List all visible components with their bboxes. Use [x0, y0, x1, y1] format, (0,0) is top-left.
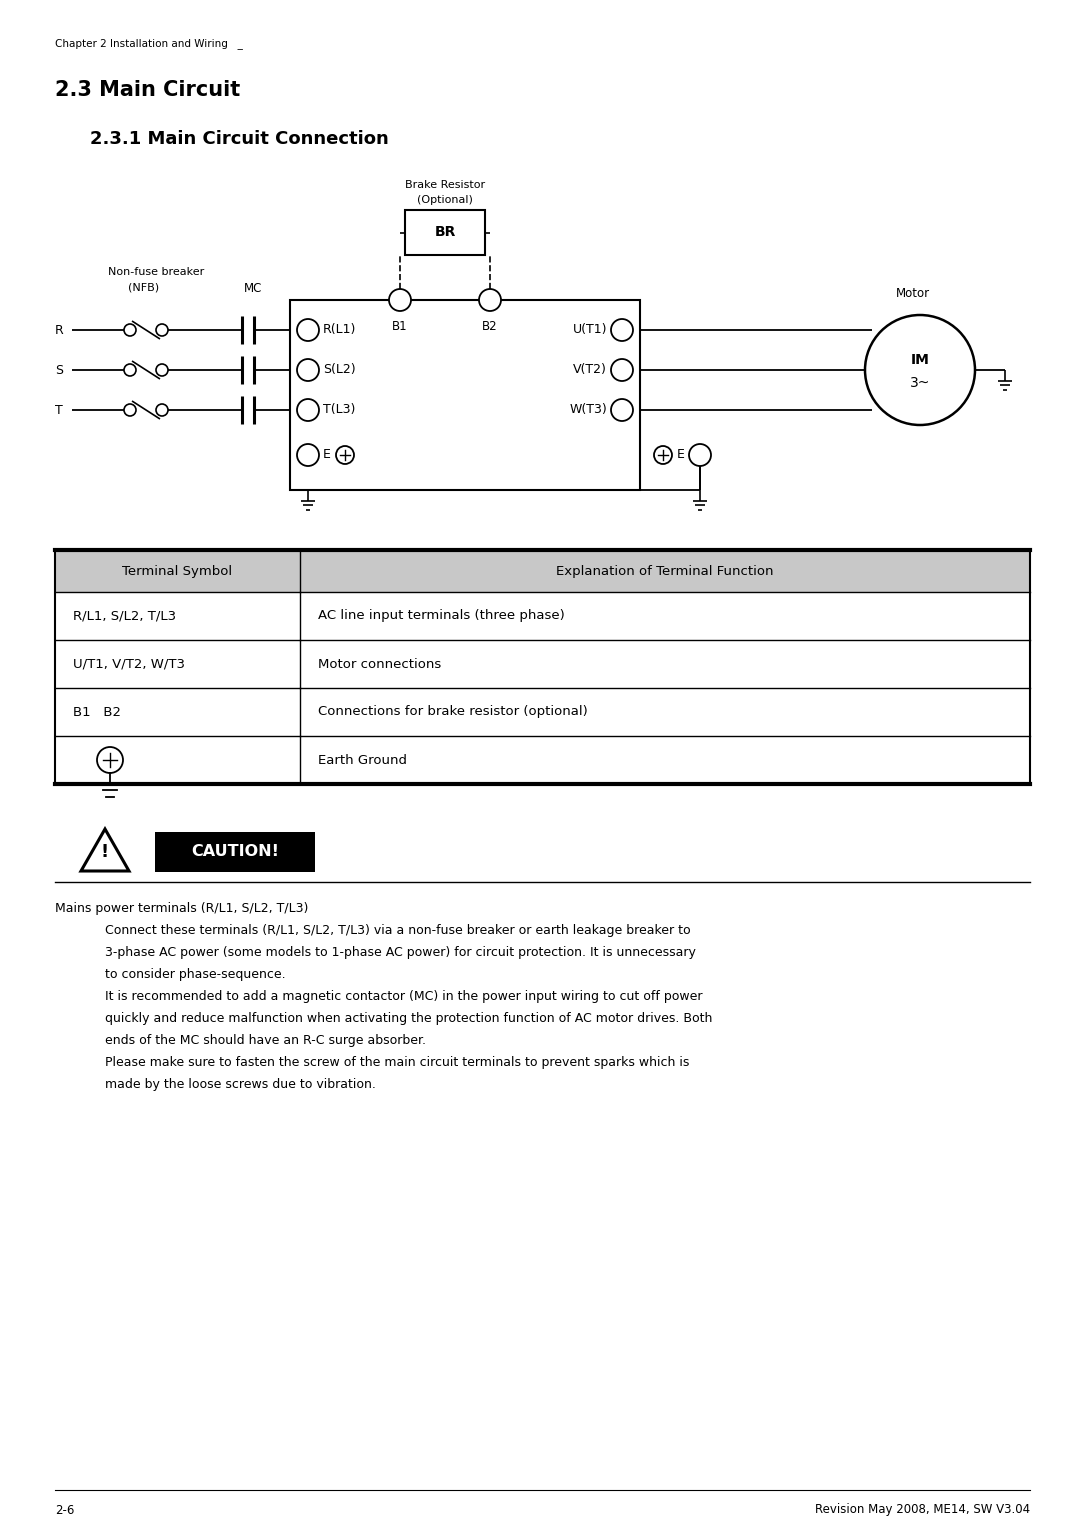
Text: E: E [677, 448, 685, 462]
Text: 3~: 3~ [909, 376, 930, 390]
Circle shape [611, 359, 633, 380]
Text: Mains power terminals (R/L1, S/L2, T/L3): Mains power terminals (R/L1, S/L2, T/L3) [55, 902, 309, 914]
Circle shape [297, 399, 319, 420]
Text: Chapter 2 Installation and Wiring   _: Chapter 2 Installation and Wiring _ [55, 38, 243, 49]
Text: ends of the MC should have an R-C surge absorber.: ends of the MC should have an R-C surge … [105, 1034, 426, 1048]
Text: Motor: Motor [896, 287, 930, 301]
Text: (NFB): (NFB) [129, 282, 159, 291]
Text: to consider phase-sequence.: to consider phase-sequence. [105, 968, 285, 982]
Text: S: S [55, 364, 63, 376]
Bar [55, 551, 1030, 592]
Circle shape [389, 288, 411, 311]
Text: made by the loose screws due to vibration.: made by the loose screws due to vibratio… [105, 1078, 376, 1091]
Text: AC line input terminals (three phase): AC line input terminals (three phase) [318, 609, 565, 623]
Text: 2.3 Main Circuit: 2.3 Main Circuit [55, 80, 240, 100]
Text: Revision May 2008, ME14, SW V3.04: Revision May 2008, ME14, SW V3.04 [815, 1503, 1030, 1517]
Text: S(L2): S(L2) [323, 364, 355, 376]
Circle shape [611, 399, 633, 420]
Circle shape [97, 747, 123, 773]
Circle shape [156, 364, 168, 376]
Text: Explanation of Terminal Function: Explanation of Terminal Function [556, 565, 773, 577]
Circle shape [654, 446, 672, 463]
Text: 2.3.1 Main Circuit Connection: 2.3.1 Main Circuit Connection [90, 130, 389, 147]
Circle shape [124, 364, 136, 376]
Bar [55, 640, 1030, 689]
Text: !: ! [100, 844, 109, 861]
Text: U/T1, V/T2, W/T3: U/T1, V/T2, W/T3 [73, 658, 185, 670]
Text: Connections for brake resistor (optional): Connections for brake resistor (optional… [318, 706, 588, 718]
Text: (Optional): (Optional) [417, 195, 473, 206]
Circle shape [689, 443, 711, 466]
Text: W(T3): W(T3) [569, 403, 607, 417]
Circle shape [124, 403, 136, 416]
Text: B1: B1 [392, 321, 408, 333]
Text: R/L1, S/L2, T/L3: R/L1, S/L2, T/L3 [73, 609, 176, 623]
Circle shape [865, 314, 975, 425]
Text: Earth Ground: Earth Ground [318, 753, 407, 767]
Text: Non-fuse breaker: Non-fuse breaker [108, 267, 204, 278]
Text: 2-6: 2-6 [55, 1503, 75, 1517]
Circle shape [336, 446, 354, 463]
Text: V(T2): V(T2) [573, 364, 607, 376]
Polygon shape [81, 828, 129, 871]
Circle shape [297, 319, 319, 341]
Circle shape [611, 319, 633, 341]
Text: quickly and reduce malfunction when activating the protection function of AC mot: quickly and reduce malfunction when acti… [105, 1012, 713, 1025]
Text: B2: B2 [482, 321, 498, 333]
Text: 3-phase AC power (some models to 1-phase AC power) for circuit protection. It is: 3-phase AC power (some models to 1-phase… [105, 946, 696, 959]
Bar [55, 689, 1030, 736]
Text: Please make sure to fasten the screw of the main circuit terminals to prevent sp: Please make sure to fasten the screw of … [105, 1055, 689, 1069]
Text: Connect these terminals (R/L1, S/L2, T/L3) via a non-fuse breaker or earth leaka: Connect these terminals (R/L1, S/L2, T/L… [105, 923, 690, 937]
Bar [156, 831, 315, 871]
Text: E: E [323, 448, 330, 462]
Text: B1   B2: B1 B2 [73, 706, 121, 718]
Text: Terminal Symbol: Terminal Symbol [122, 565, 232, 577]
Circle shape [297, 443, 319, 466]
Circle shape [124, 324, 136, 336]
Text: Motor connections: Motor connections [318, 658, 442, 670]
Text: Brake Resistor: Brake Resistor [405, 179, 485, 190]
Circle shape [156, 324, 168, 336]
Bar [55, 592, 1030, 640]
Text: CAUTION!: CAUTION! [191, 845, 279, 859]
Text: R(L1): R(L1) [323, 324, 356, 336]
Text: IM: IM [910, 353, 930, 367]
Text: U(T1): U(T1) [572, 324, 607, 336]
Bar [55, 736, 1030, 784]
Text: T(L3): T(L3) [323, 403, 355, 417]
Text: BR: BR [434, 225, 456, 239]
Text: R: R [55, 324, 64, 336]
Bar [405, 210, 485, 255]
Text: T: T [55, 403, 63, 417]
Circle shape [480, 288, 501, 311]
Text: MC: MC [244, 282, 262, 295]
Bar [291, 301, 640, 489]
Text: It is recommended to add a magnetic contactor (MC) in the power input wiring to : It is recommended to add a magnetic cont… [105, 989, 702, 1003]
Circle shape [156, 403, 168, 416]
Circle shape [297, 359, 319, 380]
